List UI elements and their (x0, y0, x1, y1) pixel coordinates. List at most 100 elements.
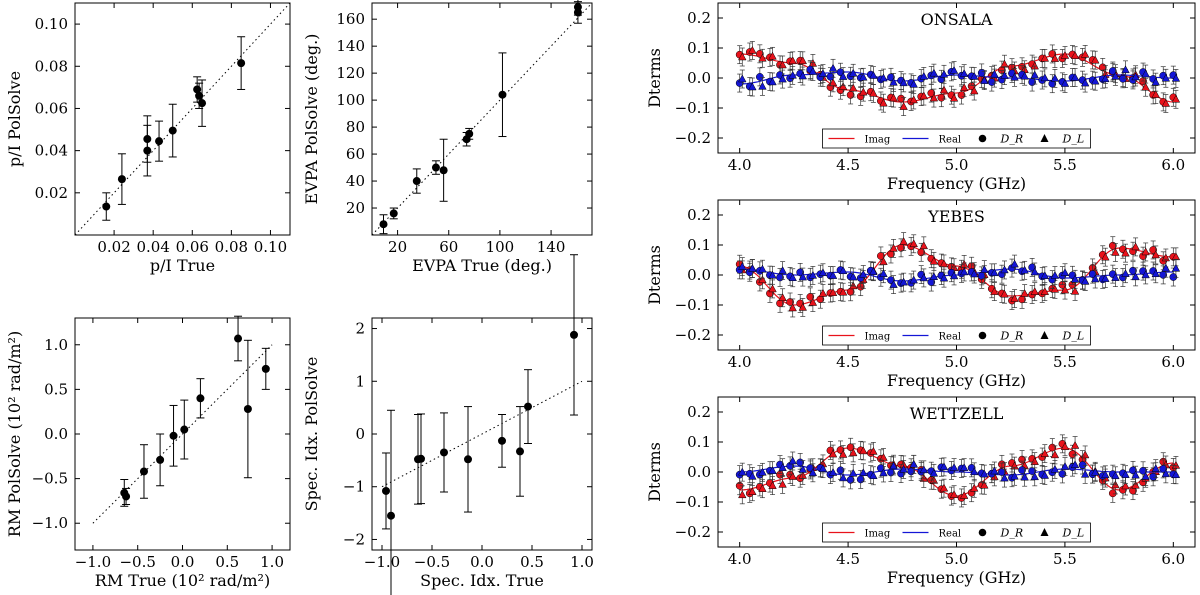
marker-d-r (927, 89, 936, 97)
x-tick-label: 5.5 (1053, 353, 1077, 371)
marker-d-l (1040, 271, 1050, 280)
marker-d-l (808, 66, 818, 75)
marker-d-l (738, 262, 747, 270)
marker-d-l (959, 463, 969, 471)
y-axis-label: EVPA PolSolve (deg.) (302, 34, 321, 205)
marker-d-l (848, 272, 858, 281)
x-axis-label: Spec. Idx. True (420, 571, 544, 590)
x-tick-label: 6.0 (1161, 156, 1185, 174)
marker-d-l (1000, 71, 1009, 79)
x-tick-label: 4.5 (836, 550, 860, 568)
marker-d-l (889, 280, 898, 288)
marker-d-l (1101, 470, 1110, 479)
legend-label-dr: D_R (1000, 133, 1024, 146)
marker-d-l (778, 479, 787, 488)
marker-d-r (826, 72, 835, 81)
marker-d-l (1111, 471, 1120, 480)
y-tick-label: 0.02 (35, 184, 68, 202)
marker-d-r (1149, 246, 1157, 254)
x-axis-label: Frequency (GHz) (887, 568, 1026, 587)
marker-d-l (1000, 473, 1009, 482)
marker-d-l (1070, 440, 1080, 449)
legend-label-real: Real (939, 135, 962, 146)
marker-d-l (1040, 287, 1050, 295)
marker-d-l (899, 464, 908, 473)
marker-d-r (756, 73, 764, 81)
marker-d-l (1040, 73, 1050, 82)
y-tick-label: −1.0 (32, 514, 68, 532)
marker-d-l (909, 95, 918, 104)
marker-d-l (758, 275, 767, 284)
x-tick-label: 100 (486, 238, 515, 256)
y-tick-label: 0.04 (35, 142, 68, 160)
marker-d-l (970, 71, 979, 80)
marker-d-l (919, 71, 929, 80)
data-point (382, 486, 390, 495)
y-tick-label: 40 (346, 172, 365, 190)
legend-marker-circle (978, 528, 987, 537)
data-point (498, 436, 506, 445)
marker-d-l (748, 82, 757, 91)
y-tick-label: 140 (336, 37, 365, 55)
x-tick-label: 0.04 (136, 238, 169, 256)
marker-d-l (828, 78, 838, 87)
data-point (387, 511, 395, 520)
marker-d-l (778, 293, 787, 302)
marker-d-l (869, 267, 878, 275)
legend-frame (822, 325, 1091, 346)
marker-d-l (869, 471, 878, 480)
x-tick-label: 5.0 (945, 156, 969, 174)
x-tick-label: −1.0 (364, 553, 400, 571)
marker-d-r (1108, 241, 1117, 250)
scatter-panel-evpa: 20 60 100 140 20 40 60 80 100 120 140 160 EVPA True … (302, 0, 593, 275)
marker-d-r (998, 468, 1006, 476)
data-point (168, 126, 177, 135)
data-point (431, 163, 440, 172)
marker-d-l (859, 468, 868, 477)
marker-d-l (838, 287, 848, 296)
marker-d-l (1161, 73, 1171, 82)
marker-d-l (1080, 469, 1090, 478)
marker-d-l (1060, 442, 1070, 451)
marker-d-l (848, 83, 858, 92)
scatter-panel-spec_idx: −1.0 −0.5 0.0 0.5 1.0 −2 −1 0 1 2 Spec. Idx. True S… (302, 254, 594, 595)
y-axis-label: Dterms (645, 48, 664, 108)
marker-d-l (778, 463, 787, 471)
marker-d-l (828, 288, 838, 296)
y-tick-label: −0.1 (675, 99, 711, 117)
marker-d-l (738, 490, 747, 499)
marker-d-l (1010, 259, 1019, 268)
marker-d-l (1000, 289, 1009, 298)
marker-d-l (939, 462, 949, 471)
marker-d-l (990, 287, 999, 295)
marker-d-l (1030, 287, 1039, 295)
marker-d-l (1050, 450, 1060, 459)
marker-d-l (788, 273, 797, 282)
data-point (195, 91, 204, 100)
y-tick-label: 0.1 (687, 433, 711, 451)
marker-d-r (1108, 67, 1117, 75)
marker-d-l (980, 76, 989, 84)
y-tick-label: 0.2 (687, 403, 711, 421)
marker-d-l (1101, 252, 1110, 261)
y-axis-label: Dterms (645, 442, 664, 502)
legend-label-real: Real (939, 332, 962, 343)
marker-d-l (748, 264, 757, 272)
y-tick-label: 0.5 (44, 380, 68, 398)
marker-d-r (1108, 489, 1117, 498)
data-point (464, 455, 472, 464)
plot-frame (74, 2, 291, 236)
marker-d-l (1060, 79, 1070, 87)
marker-d-l (990, 268, 999, 277)
marker-d-l (778, 74, 787, 83)
marker-d-l (949, 271, 959, 280)
x-tick-label: 0.02 (97, 238, 130, 256)
y-tick-label: 0.08 (35, 57, 68, 75)
x-tick-label: 6.0 (1161, 353, 1185, 371)
marker-d-l (1111, 273, 1120, 281)
marker-d-l (970, 269, 979, 278)
marker-d-l (1080, 276, 1090, 285)
marker-d-l (959, 491, 969, 499)
marker-d-r (1159, 465, 1168, 473)
y-tick-label: 0.0 (44, 425, 68, 443)
